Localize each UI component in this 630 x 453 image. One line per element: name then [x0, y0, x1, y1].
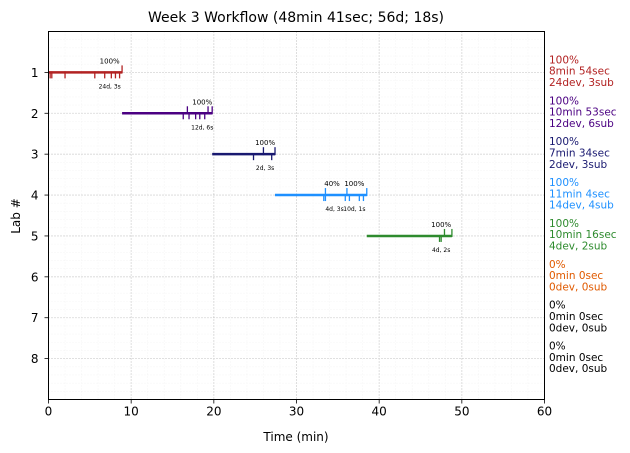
- x-tick-label: 20: [206, 405, 221, 419]
- lab-1-progress-annotation: 100%: [100, 57, 120, 65]
- lab-3-progress-annotation: 100%: [255, 139, 275, 147]
- lab-7-summary-line: 0%: [549, 300, 566, 312]
- x-tick-label: 50: [454, 405, 469, 419]
- y-tick-label: 4: [31, 189, 39, 203]
- lab-1-summary-line: 8min 54sec: [549, 66, 610, 78]
- x-axis-label: Time (min): [262, 430, 328, 444]
- lab-5-summary-line: 4dev, 2sub: [549, 241, 608, 253]
- x-tick-label: 60: [537, 405, 552, 419]
- lab-4-count-label: 4d, 3s: [325, 206, 343, 213]
- lab-8-summary-line: 0dev, 0sub: [549, 363, 608, 375]
- x-tick-label: 40: [372, 405, 387, 419]
- lab-2-progress-annotation: 100%: [192, 98, 212, 106]
- lab-6-summary-line: 0dev, 0sub: [549, 281, 608, 293]
- lab-5-summary-line: 100%: [549, 218, 579, 230]
- y-tick-label: 6: [31, 270, 39, 284]
- lab-4-summary-line: 100%: [549, 177, 579, 189]
- series-layer: 100% 24d, 3s 100% 12d, 6s 100% 2d, 3s 40% 100% 4…: [48, 57, 453, 254]
- lab-5-progress-annotation: 100%: [431, 221, 451, 229]
- lab-5-summary-line: 10min 16sec: [549, 229, 617, 241]
- axes: 0 10 20 30 40 50 60 1 2 3 4 5 6 7 8: [31, 66, 552, 419]
- chart-title: Week 3 Workflow (48min 41sec; 56d; 18s): [148, 10, 444, 26]
- y-tick-label: 5: [31, 229, 39, 243]
- lab-4-progress-annotation: 40%: [324, 180, 340, 188]
- y-axis-label: Lab #: [9, 198, 23, 234]
- lab-2-count-label: 12d, 6s: [191, 124, 213, 131]
- x-tick-label: 30: [289, 405, 304, 419]
- lab-7-summary-line: 0dev, 0sub: [549, 322, 608, 334]
- lab-2-summary-line: 100%: [549, 95, 579, 107]
- x-tick-label: 10: [124, 405, 139, 419]
- lab-3-summary-line: 100%: [549, 136, 579, 148]
- lab-4-progress-annotation: 100%: [344, 180, 364, 188]
- lab-3-summary-line: 2dev, 3sub: [549, 159, 608, 171]
- lab-8-summary-line: 0%: [549, 341, 566, 353]
- lab-2-summary-line: 10min 53sec: [549, 107, 617, 119]
- y-tick-label: 2: [31, 107, 39, 121]
- lab-2-summary-line: 12dev, 6sub: [549, 118, 614, 130]
- y-tick-label: 7: [31, 311, 39, 325]
- lab-1-summary-line: 24dev, 3sub: [549, 77, 614, 89]
- lab-4-summary-line: 11min 4sec: [549, 188, 610, 200]
- y-tick-label: 1: [31, 66, 39, 80]
- lab-3-count-label: 2d, 3s: [256, 165, 274, 172]
- lab-1-count-label: 24d, 3s: [99, 83, 121, 90]
- lab-5-count-label: 4d, 2s: [432, 247, 450, 254]
- lab-6-summary-line: 0min 0sec: [549, 270, 603, 282]
- lab-7-summary-line: 0min 0sec: [549, 311, 603, 323]
- y-tick-label: 8: [31, 352, 39, 366]
- y-tick-label: 3: [31, 148, 39, 162]
- lab-8-summary-line: 0min 0sec: [549, 352, 603, 364]
- lab-4-summary-line: 14dev, 4sub: [549, 200, 614, 212]
- lab-4-count-label-2: 10d, 1s: [343, 206, 365, 213]
- lab-1-summary-line: 100%: [549, 54, 579, 66]
- x-tick-label: 0: [45, 405, 53, 419]
- grid: [48, 31, 545, 400]
- lab-3-summary-line: 7min 34sec: [549, 147, 610, 159]
- lab-6-summary-line: 0%: [549, 259, 566, 271]
